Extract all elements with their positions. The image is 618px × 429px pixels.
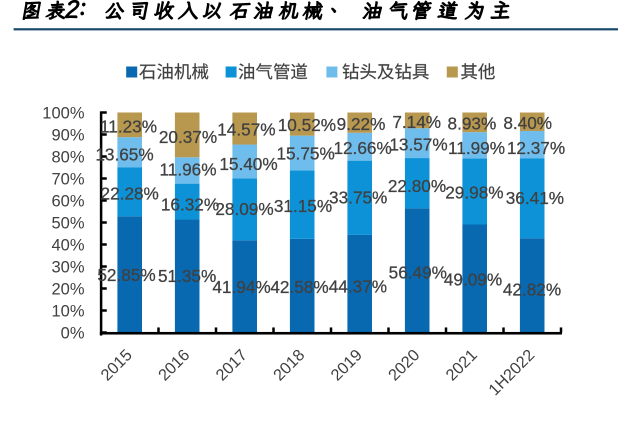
svg-text:40%: 40% [51, 237, 84, 255]
svg-text:42.82%: 42.82% [503, 280, 561, 300]
svg-text:100%: 100% [42, 105, 85, 123]
svg-text:44.37%: 44.37% [329, 276, 387, 296]
svg-text:28.09%: 28.09% [215, 199, 273, 219]
svg-text:80%: 80% [51, 149, 84, 167]
svg-text:10%: 10% [51, 303, 84, 321]
svg-text:29.98%: 29.98% [445, 182, 503, 202]
svg-text:22.80%: 22.80% [388, 176, 446, 196]
svg-text:15.75%: 15.75% [276, 144, 334, 164]
svg-text:16.32%: 16.32% [161, 195, 219, 215]
svg-text:56.49%: 56.49% [389, 262, 447, 282]
svg-text:8.93%: 8.93% [448, 114, 497, 134]
svg-text:0%: 0% [61, 325, 85, 343]
svg-text:9.22%: 9.22% [337, 114, 386, 134]
svg-text:13.65%: 13.65% [95, 144, 153, 164]
svg-text:8.40%: 8.40% [503, 113, 552, 133]
svg-text:31.15%: 31.15% [274, 196, 332, 216]
svg-text:30%: 30% [51, 259, 84, 277]
svg-text:36.41%: 36.41% [506, 188, 564, 208]
svg-text:52.85%: 52.85% [97, 265, 155, 285]
svg-text:41.94%: 41.94% [212, 277, 270, 297]
svg-text:51.35%: 51.35% [158, 266, 216, 286]
svg-text:13.57%: 13.57% [389, 135, 447, 155]
svg-text:15.40%: 15.40% [219, 154, 277, 174]
svg-text:70%: 70% [51, 171, 84, 189]
svg-text:11.23%: 11.23% [100, 116, 157, 136]
svg-text:14.57%: 14.57% [217, 119, 275, 139]
svg-text:20%: 20% [51, 281, 84, 299]
svg-text:60%: 60% [51, 193, 84, 211]
svg-text:12.37%: 12.37% [507, 138, 565, 158]
svg-text:10.52%: 10.52% [278, 115, 336, 135]
svg-text:11.96%: 11.96% [159, 160, 216, 180]
svg-text:33.75%: 33.75% [329, 187, 387, 207]
svg-text:7.14%: 7.14% [392, 112, 441, 132]
svg-text:20.37%: 20.37% [159, 127, 217, 147]
svg-text:49.09%: 49.09% [444, 270, 502, 290]
svg-text:50%: 50% [51, 215, 84, 233]
svg-text:11.99%: 11.99% [448, 138, 505, 158]
svg-text:42.58%: 42.58% [270, 277, 328, 297]
svg-text:22.28%: 22.28% [101, 183, 159, 203]
svg-text:12.66%: 12.66% [333, 138, 391, 158]
svg-text:90%: 90% [51, 127, 84, 145]
